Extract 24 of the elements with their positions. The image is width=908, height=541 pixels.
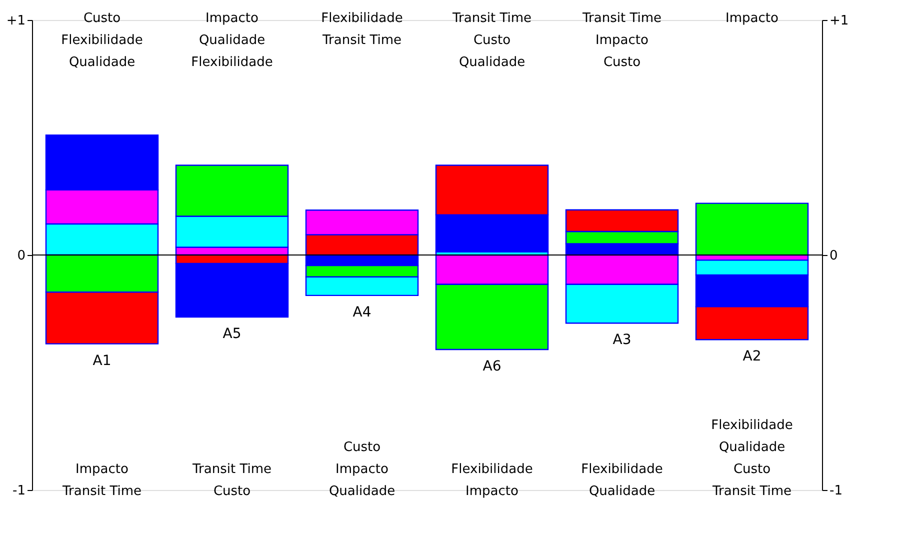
x-tick-label: A6 [482,358,502,374]
annotation: Impacto Transit Time [61,462,142,499]
y-tick-label: -1 [12,484,26,498]
x-tick-label: A1 [92,352,112,369]
annotation: Transit Time Impacto Custo [581,11,662,70]
y2-tick-label: -1 [830,484,842,498]
annotation: Custo Flexibilidade Qualidade [61,11,143,70]
x-tick-label: A3 [612,332,632,348]
y-tick-label: +1 [6,14,26,28]
x-tick-label: A2 [742,348,762,365]
y2-tick-label: 0 [830,248,838,264]
x-tick-label: A4 [352,304,372,320]
x-tick-label: A5 [222,326,242,342]
annotation: Flexibilidade Qualidade [581,462,663,499]
annotation: Impacto Qualidade Flexibilidade [191,11,273,70]
annotation: Transit Time Custo [191,462,272,499]
annotation: Custo Impacto Qualidade [328,440,396,499]
annotation: Flexibilidade Impacto [451,462,533,499]
annotation: Impacto [726,11,778,26]
annotation: Transit Time Custo Qualidade [451,11,532,70]
annotation: Flexibilidade Qualidade Custo Transit Time [711,418,793,499]
y2-tick-label: +1 [830,14,849,28]
annotation: Flexibilidade Transit Time [321,11,403,48]
y-tick-label: 0 [17,248,26,264]
